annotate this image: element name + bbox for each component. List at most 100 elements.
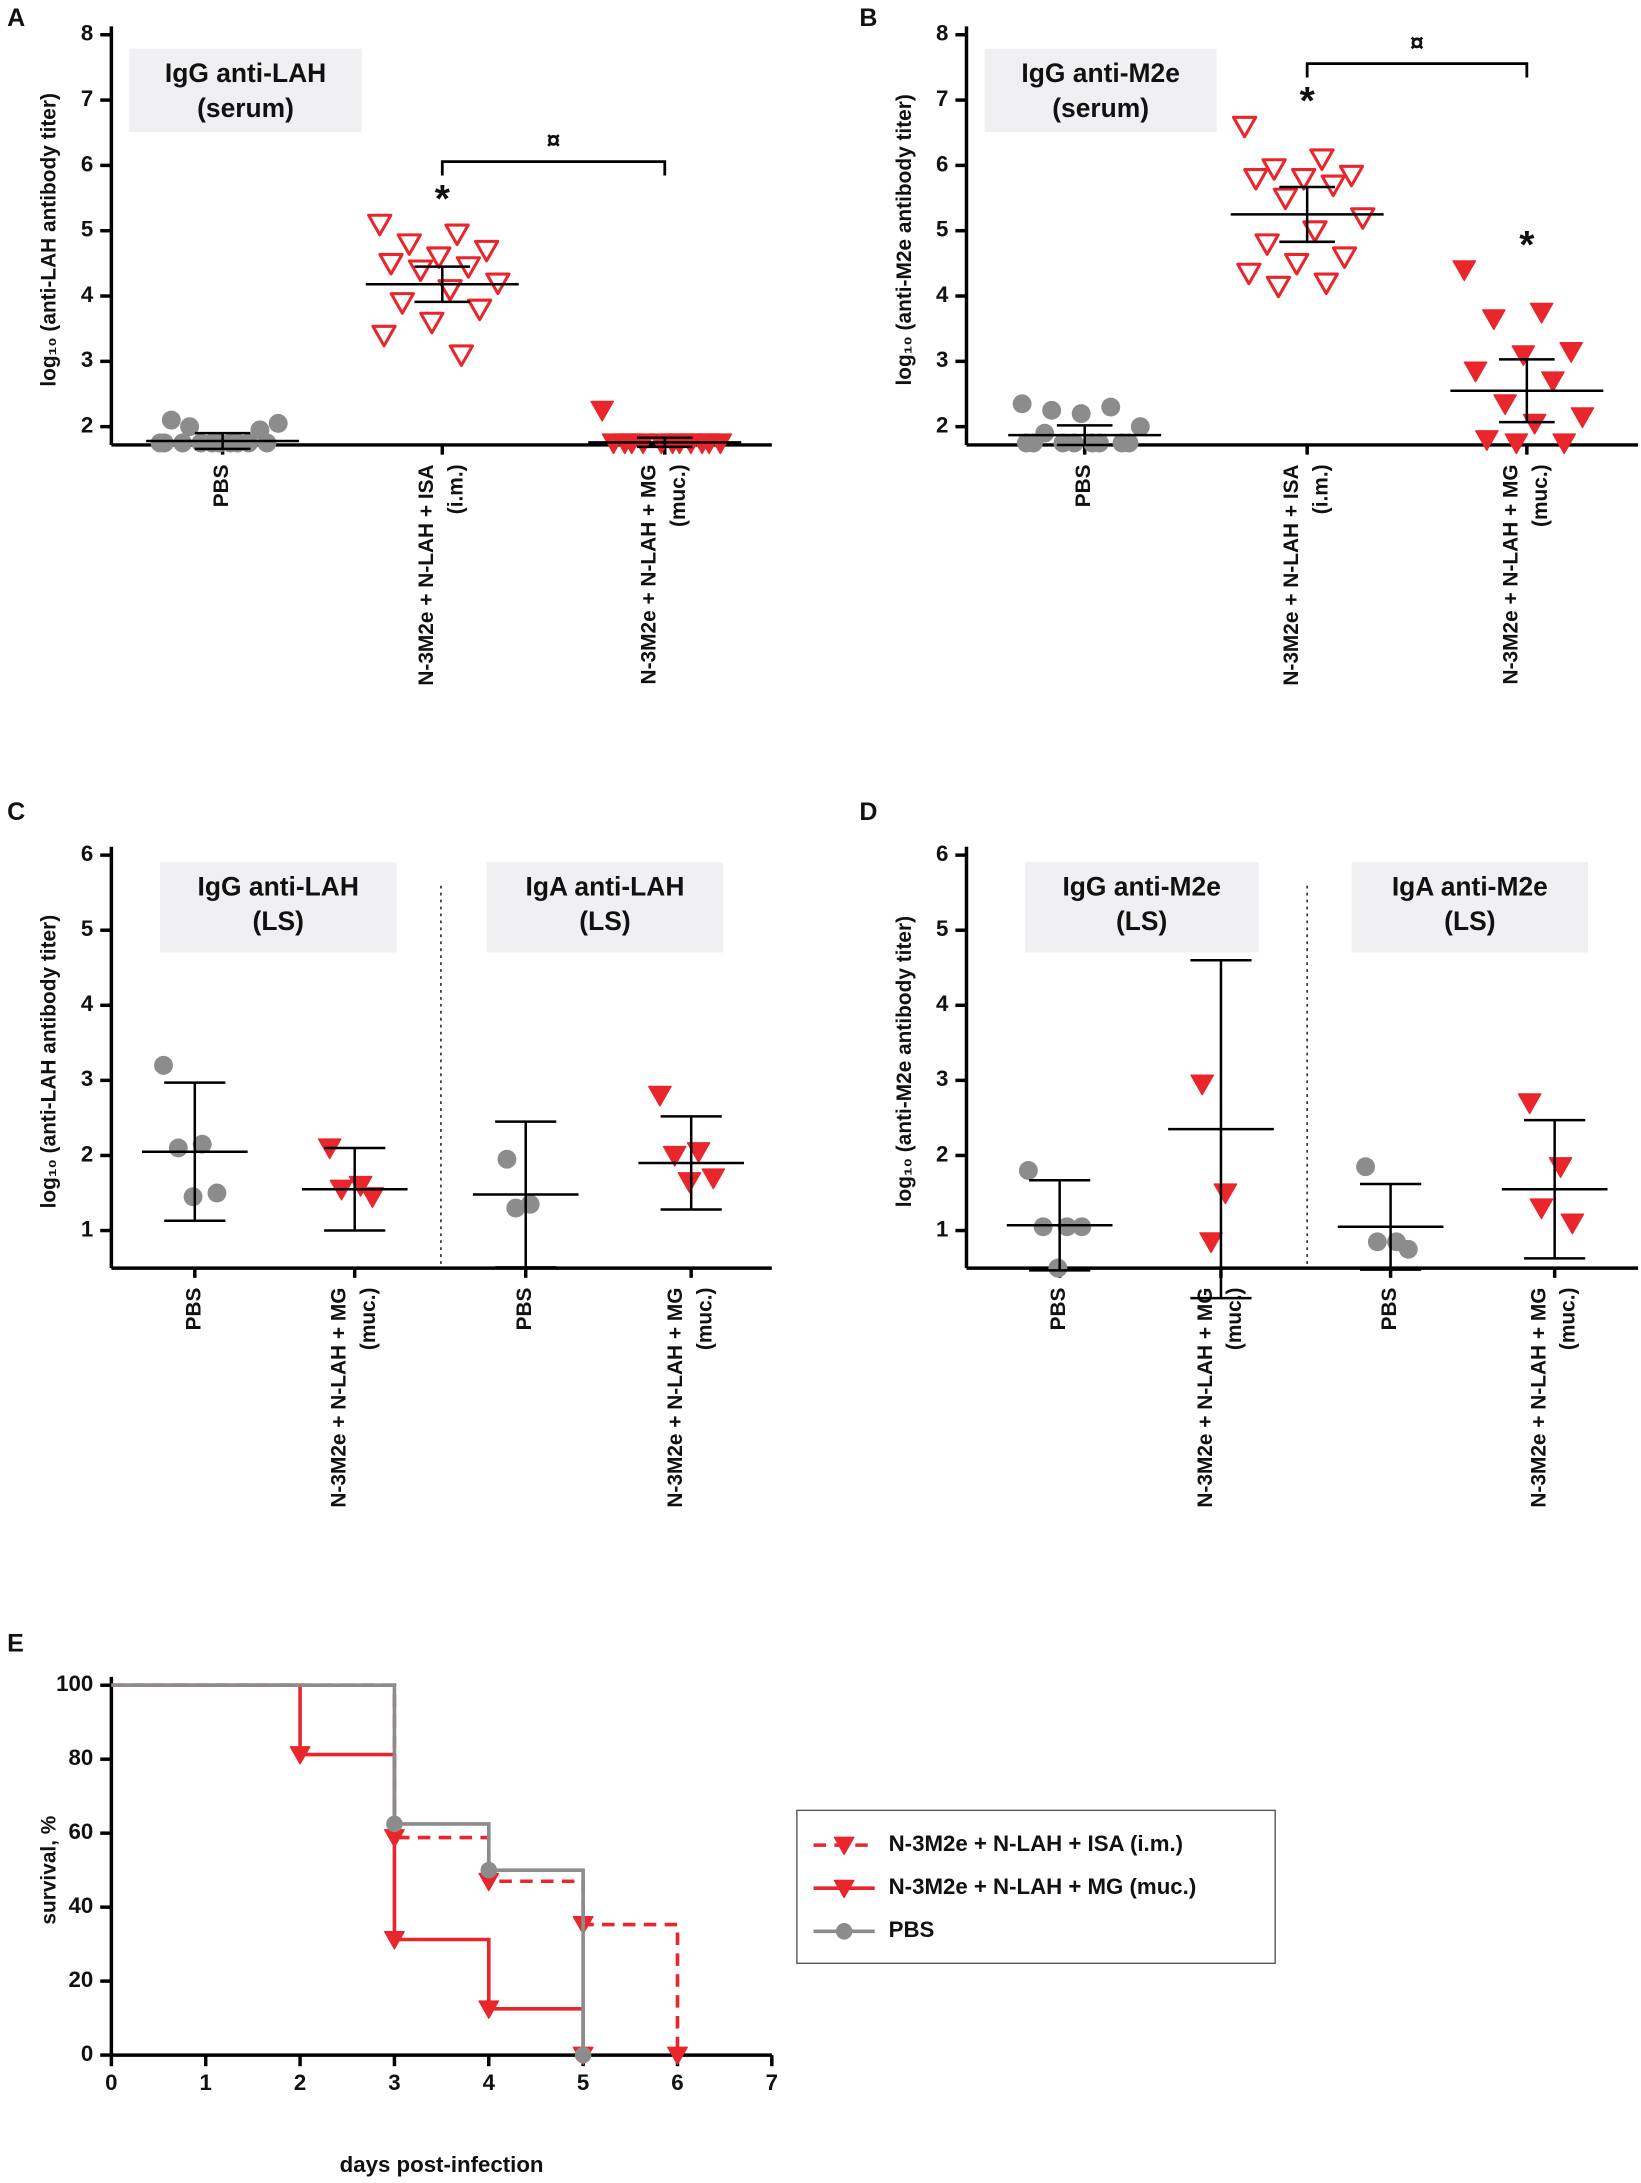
data-point <box>1083 433 1102 453</box>
y-tick-label: 7 <box>936 86 948 111</box>
box-label: (serum) <box>1052 93 1149 123</box>
box-label: IgA anti-M2e <box>1392 871 1548 901</box>
data-point <box>1199 1232 1223 1254</box>
data-point <box>1452 260 1477 282</box>
y-tick-label: 100 <box>56 1671 93 1696</box>
data-point <box>1064 433 1084 453</box>
data-point <box>497 1149 517 1169</box>
panel-letter: D <box>859 798 877 826</box>
data-point <box>1130 417 1150 437</box>
box-label: IgG anti-M2e <box>1021 58 1179 88</box>
x-tick-label: 7 <box>766 2070 778 2095</box>
bracket <box>440 160 667 176</box>
data-point <box>396 233 422 256</box>
data-point <box>386 1815 403 1833</box>
data-point <box>250 420 270 440</box>
data-point <box>1493 394 1517 416</box>
data-point <box>1463 361 1488 383</box>
panel-letter: C <box>7 798 25 826</box>
x-tick-label: N-3M2e + N-LAH + ISA <box>415 464 438 685</box>
legend-label: N-3M2e + N-LAH + ISA (i.m.) <box>889 1831 1183 1856</box>
data-point <box>1213 1183 1238 1205</box>
error-bar <box>324 1146 386 1232</box>
data-point <box>1548 1157 1573 1178</box>
error-bar <box>194 431 251 451</box>
x-tick-label: PBS <box>210 464 233 507</box>
x-tick-label: (muc.) <box>357 1288 380 1351</box>
y-tick-label: 6 <box>81 841 93 866</box>
data-point <box>289 1746 311 1765</box>
y-tick-label: 8 <box>81 21 93 46</box>
x-tick-label: N-3M2e + N-LAH + ISA <box>1280 464 1303 685</box>
data-point <box>677 1172 702 1194</box>
y-axis-label: log₁₀ (anti-M2e antibody titer) <box>893 916 916 1207</box>
legend-marker <box>833 1836 855 1856</box>
data-point <box>478 2000 500 2019</box>
error-bar <box>636 436 693 449</box>
data-point <box>1560 1213 1585 1235</box>
error-bar <box>1499 358 1555 424</box>
y-tick-label: 3 <box>81 1066 93 1091</box>
data-point <box>1072 1217 1092 1237</box>
y-tick-label: 60 <box>69 1819 94 1844</box>
box-label: IgG anti-M2e <box>1062 871 1220 901</box>
y-axis-label: log₁₀ (anti-M2e antibody titer) <box>893 94 916 385</box>
x-tick-label: 0 <box>105 2070 117 2095</box>
x-tick-label: 6 <box>671 2070 683 2095</box>
error-bar <box>660 1115 722 1211</box>
data-point <box>1236 262 1262 286</box>
data-point <box>612 433 637 455</box>
y-tick-label: 4 <box>81 282 94 307</box>
data-point <box>1254 233 1280 256</box>
x-tick-label: PBS <box>1072 464 1095 507</box>
y-tick-label: 6 <box>936 841 948 866</box>
data-point <box>1272 187 1299 211</box>
y-tick-label: 4 <box>936 282 949 307</box>
x-tick-label: N-3M2e + N-LAH + MG <box>1194 1288 1217 1508</box>
data-point <box>686 1142 711 1163</box>
y-tick-label: 1 <box>936 1216 948 1241</box>
y-tick-label: 20 <box>69 1967 94 1992</box>
data-point <box>1350 207 1376 230</box>
y-tick-label: 2 <box>936 1141 948 1166</box>
x-tick-label: N-3M2e + N-LAH + MG <box>1500 464 1523 684</box>
significance-star: * <box>435 178 451 221</box>
y-tick-label: 4 <box>936 991 949 1016</box>
x-tick-label: PBS <box>182 1287 205 1330</box>
data-point <box>1261 158 1287 181</box>
y-tick-label: 3 <box>936 347 948 372</box>
data-point <box>648 1085 672 1107</box>
error-bar <box>1279 185 1335 244</box>
data-point <box>1338 164 1365 188</box>
error-bar <box>495 1120 557 1269</box>
x-tick-label: PBS <box>513 1287 536 1330</box>
x-tick-label: N-3M2e + N-LAH + MG <box>638 464 661 684</box>
data-point <box>183 1187 203 1207</box>
data-point <box>1071 404 1091 424</box>
legend-marker <box>833 1879 855 1899</box>
x-tick-label: 1 <box>200 2070 212 2095</box>
bracket <box>1305 62 1529 78</box>
data-point <box>360 1187 385 1209</box>
y-tick-label: 6 <box>81 151 93 176</box>
data-point <box>180 417 200 437</box>
y-axis-label: log₁₀ (anti-LAH antibody titer) <box>38 915 61 1209</box>
data-point <box>371 324 397 348</box>
y-tick-label: 2 <box>936 413 948 438</box>
legend-label: PBS <box>889 1917 935 1942</box>
error-bar <box>1056 424 1113 447</box>
error-bar <box>164 1081 226 1223</box>
data-point <box>407 259 434 282</box>
error-bar <box>1359 1182 1422 1271</box>
label-box <box>129 48 362 133</box>
legend-marker <box>835 1923 853 1940</box>
box-label: IgG anti-LAH <box>165 58 326 88</box>
x-tick-label: 5 <box>577 2070 589 2095</box>
box-label: (LS) <box>1116 906 1167 936</box>
data-point <box>473 239 500 263</box>
x-tick-label: (muc.) <box>1529 464 1552 527</box>
data-point <box>426 246 452 269</box>
data-point <box>708 433 733 455</box>
x-axis-label: days post-infection <box>340 2152 544 2177</box>
